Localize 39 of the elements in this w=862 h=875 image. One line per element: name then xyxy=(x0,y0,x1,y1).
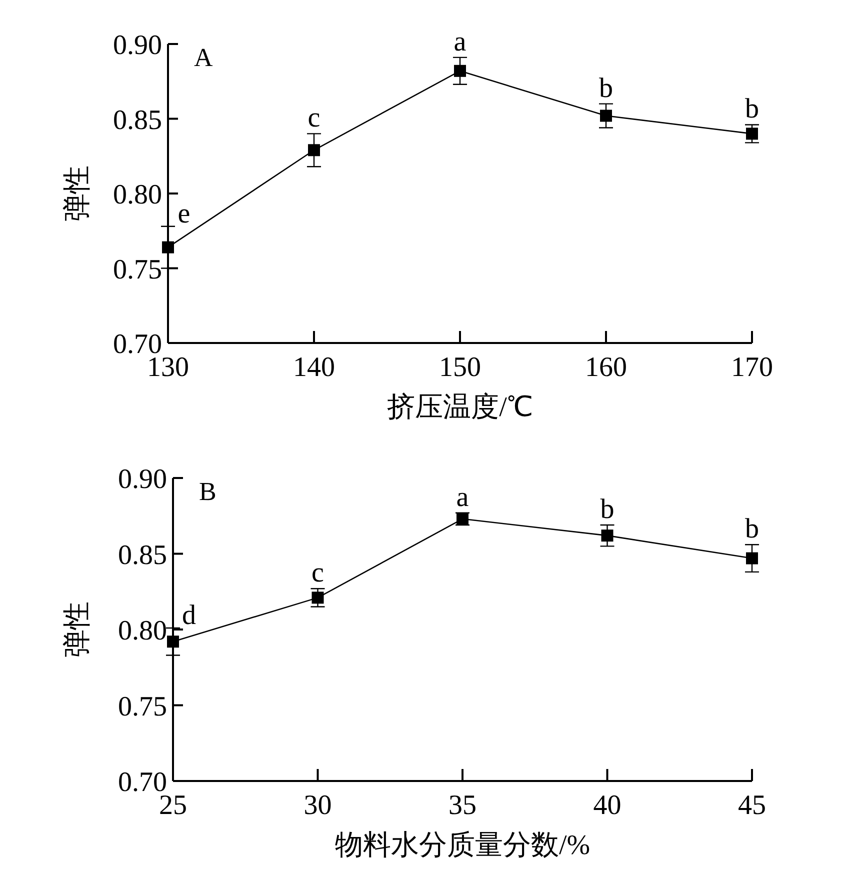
x-tick-label: 30 xyxy=(304,790,332,821)
y-tick-label: 0.90 xyxy=(118,464,167,495)
annotation: a xyxy=(454,26,467,58)
y-axis-title: 弹性 xyxy=(62,602,93,658)
point xyxy=(308,144,320,156)
y-axis-title: 弹性 xyxy=(62,166,93,222)
point xyxy=(600,110,612,122)
y-tick-label: 0.75 xyxy=(113,254,162,286)
y-tick-label: 0.85 xyxy=(118,540,167,571)
x-tick-label: 45 xyxy=(738,790,766,821)
annotation: e xyxy=(178,198,190,230)
x-tick-label: 25 xyxy=(159,790,187,821)
x-tick-label: 40 xyxy=(593,790,622,821)
annotation: b xyxy=(600,494,614,525)
y-tick-label: 0.85 xyxy=(113,104,162,136)
point xyxy=(454,64,466,77)
x-tick-label: 150 xyxy=(439,352,481,383)
annotation: b xyxy=(745,94,759,125)
x-tick-label: 35 xyxy=(448,790,476,821)
annotation: b xyxy=(599,72,613,104)
y-tick-label: 0.90 xyxy=(113,30,162,61)
y-tick-label: 0.80 xyxy=(113,180,162,210)
x-tick-label: 130 xyxy=(147,352,189,383)
point xyxy=(746,552,758,564)
x-tick-label: 160 xyxy=(585,352,627,383)
x-tick-label: 170 xyxy=(731,352,773,383)
x-axis-title: 物料水分质量分数/% xyxy=(334,830,590,861)
y-tick-label: 0.75 xyxy=(118,691,167,722)
annotation: d xyxy=(182,600,196,631)
annotation: c xyxy=(308,102,320,134)
annotation: a xyxy=(456,482,470,513)
x-tick-label: 140 xyxy=(293,352,335,383)
chart-title: B xyxy=(199,477,216,506)
annotation: b xyxy=(745,514,759,545)
chart-title: A xyxy=(194,43,213,72)
y-tick-label: 0.80 xyxy=(118,616,167,646)
annotation: c xyxy=(312,558,324,589)
x-axis-title: 挤压温度/℃ xyxy=(387,392,533,423)
point xyxy=(601,530,614,542)
